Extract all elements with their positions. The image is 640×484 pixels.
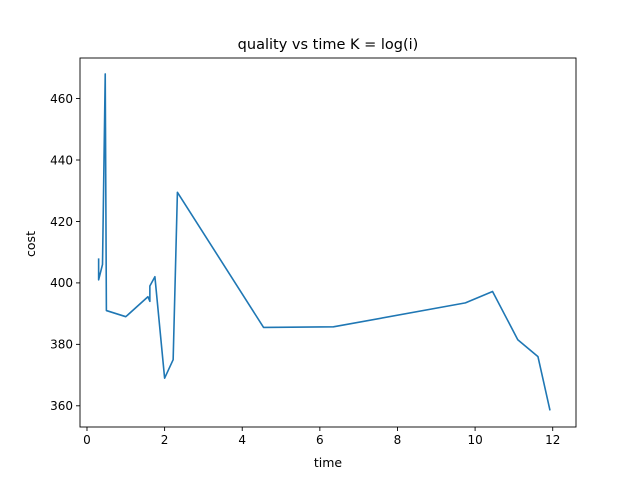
x-tick-label: 10 [467, 433, 482, 447]
plot-area: 0 2 4 6 8 10 12 360 380 400 420 440 460 [50, 57, 577, 447]
y-tick-label: 420 [50, 215, 73, 229]
y-tick-label: 460 [50, 92, 73, 106]
axes-frame [79, 57, 577, 428]
y-axis-label: cost [23, 231, 38, 257]
x-tick-label: 6 [316, 433, 324, 447]
y-tick-label: 380 [50, 338, 73, 352]
y-tick-label: 400 [50, 276, 73, 290]
x-tick-label: 8 [394, 433, 402, 447]
chart-title: quality vs time K = log(i) [238, 37, 419, 53]
series-line-0 [97, 73, 551, 411]
x-tick-label: 0 [83, 433, 91, 447]
y-tick-label: 440 [50, 153, 73, 167]
x-tick-label: 4 [238, 433, 246, 447]
y-tick-label: 360 [50, 399, 73, 413]
x-tick-label: 2 [161, 433, 169, 447]
x-tick-label: 12 [545, 433, 560, 447]
x-axis-label: time [314, 455, 343, 470]
